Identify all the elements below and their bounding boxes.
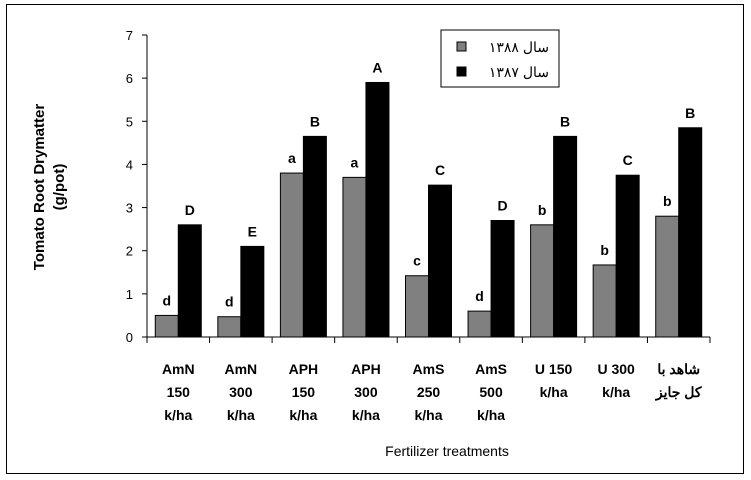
- bar-series1: [467, 310, 492, 338]
- bar-series1: [342, 176, 367, 338]
- legend: سال ۱۳۸۸ سال ۱۳۸۷: [440, 29, 560, 88]
- x-tick-label: 500: [479, 384, 503, 400]
- y-tick-label: 7: [126, 28, 133, 43]
- x-tick-label: APH: [289, 361, 319, 377]
- chart-frame: [6, 4, 744, 474]
- x-tick-label: k/ha: [227, 407, 255, 423]
- y-tick-label: 6: [126, 71, 133, 86]
- bar-data-label: B: [685, 105, 695, 121]
- bar-data-label: C: [623, 152, 633, 168]
- bar-data-label: C: [435, 162, 445, 178]
- x-tick-label: AmS: [413, 361, 445, 377]
- x-tick-label: U 300: [597, 361, 635, 377]
- bar-series2: [365, 81, 390, 338]
- bar-data-label: d: [162, 292, 171, 308]
- bar-data-label: b: [538, 202, 547, 218]
- legend-label: سال ۱۳۸۷: [489, 64, 549, 80]
- bar-series2: [177, 224, 202, 338]
- bar-series2: [490, 220, 515, 338]
- bar-data-label: b: [663, 193, 672, 209]
- legend-label: سال ۱۳۸۸: [489, 39, 549, 55]
- x-axis-title: Fertilizer treatments: [385, 443, 509, 459]
- x-tick-label: k/ha: [164, 407, 192, 423]
- x-tick-label: 300: [354, 384, 378, 400]
- x-tick-label: 250: [417, 384, 441, 400]
- y-tick-label: 4: [126, 157, 133, 172]
- x-tick-label: k/ha: [414, 407, 442, 423]
- bar-series1: [530, 224, 555, 338]
- y-axis-title-line2: (g/pot): [51, 164, 68, 211]
- x-tick-label: AmS: [475, 361, 507, 377]
- bar-data-label: B: [310, 113, 320, 129]
- x-tick-label: k/ha: [540, 384, 568, 400]
- x-tick-label: APH: [351, 361, 381, 377]
- bar-data-label: A: [372, 59, 382, 75]
- bar-data-label: d: [225, 294, 234, 310]
- y-tick-label: 5: [126, 114, 133, 129]
- bar-series2: [678, 127, 703, 338]
- bar-series1: [154, 314, 179, 338]
- bar-series2: [615, 174, 640, 338]
- y-axis-title-line1: Tomato Root Drymatter: [31, 104, 48, 271]
- y-tick-label: 0: [126, 330, 133, 345]
- bar-data-label: D: [185, 202, 195, 218]
- y-tick-label: 2: [126, 244, 133, 259]
- bar-series1: [217, 316, 242, 338]
- bar-series1: [279, 172, 304, 338]
- x-tick-label: k/ha: [352, 407, 380, 423]
- bar-series2: [240, 245, 265, 338]
- x-tick-label: شاهد با: [657, 361, 700, 377]
- legend-swatch: [456, 41, 467, 52]
- bar-data-label: a: [288, 150, 296, 166]
- bar-series1: [405, 275, 429, 338]
- bar-data-label: c: [413, 253, 421, 269]
- bar-data-label: E: [248, 223, 257, 239]
- y-tick-label: 1: [126, 287, 133, 302]
- x-tick-label: 300: [229, 384, 253, 400]
- x-tick-label: U 150: [535, 361, 573, 377]
- bar-series2: [553, 135, 578, 338]
- bar-data-label: a: [351, 154, 359, 170]
- legend-swatch: [456, 66, 467, 77]
- bar-data-label: b: [600, 242, 609, 258]
- legend-box: [440, 29, 560, 88]
- x-tick-label: AmN: [162, 361, 195, 377]
- x-tick-label: k/ha: [602, 384, 630, 400]
- x-tick-label: k/ha: [477, 407, 505, 423]
- x-tick-label: کل جایز: [655, 384, 702, 401]
- x-tick-label: 150: [167, 384, 191, 400]
- bar-data-label: B: [560, 113, 570, 129]
- x-tick-label: 150: [292, 384, 316, 400]
- x-tick-label: AmN: [224, 361, 257, 377]
- y-tick-label: 3: [126, 201, 133, 216]
- bar-data-label: d: [475, 288, 484, 304]
- x-tick-label: k/ha: [289, 407, 317, 423]
- bar-series1: [592, 264, 617, 338]
- bar-data-label: D: [497, 198, 507, 214]
- bar-series1: [655, 215, 680, 338]
- bar-series2: [302, 135, 327, 338]
- bar-series2: [428, 184, 452, 338]
